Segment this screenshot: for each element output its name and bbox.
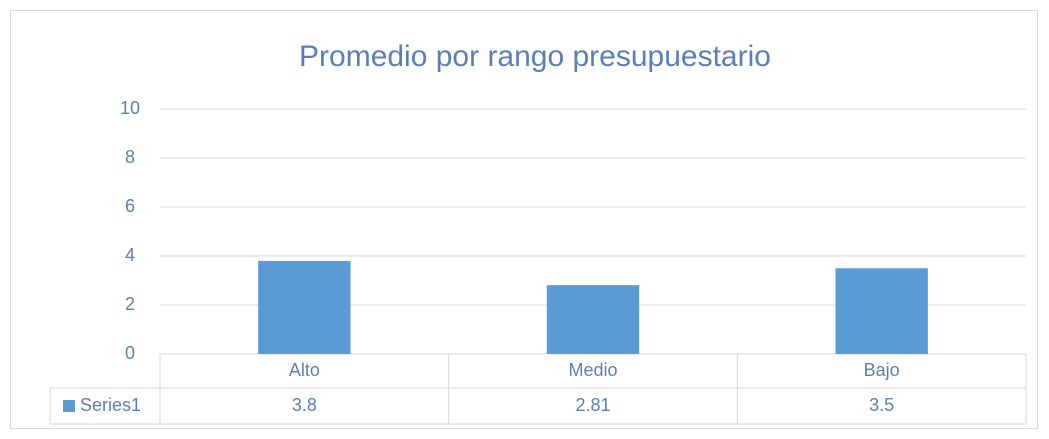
y-tick-label: 2 xyxy=(125,294,135,314)
chart-border xyxy=(10,10,1038,429)
x-tick-label: Bajo xyxy=(864,360,900,380)
y-tick-label: 0 xyxy=(125,343,135,363)
y-tick-label: 10 xyxy=(120,98,140,118)
legend-label: Series1 xyxy=(80,395,141,415)
bar xyxy=(835,268,928,354)
y-tick-label: 4 xyxy=(125,245,135,265)
bar xyxy=(258,260,351,354)
x-tick-label: Alto xyxy=(289,360,320,380)
table-value: 2.81 xyxy=(575,395,610,415)
y-tick-label: 8 xyxy=(125,147,135,167)
chart-title: Promedio por rango presupuestario xyxy=(299,40,771,73)
bar xyxy=(546,285,640,354)
table-value: 3.8 xyxy=(292,395,317,415)
table-value: 3.5 xyxy=(869,395,894,415)
y-tick-label: 6 xyxy=(125,196,135,216)
x-tick-label: Medio xyxy=(568,360,617,380)
legend-swatch xyxy=(63,400,75,412)
